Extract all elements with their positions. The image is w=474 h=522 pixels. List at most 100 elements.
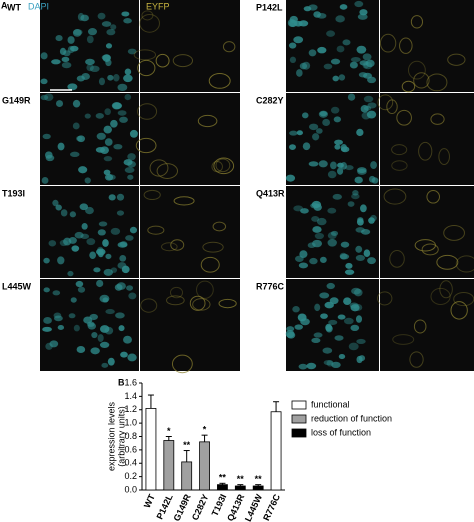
cell [391,144,408,156]
nucleus [363,249,371,258]
nucleus [308,161,319,167]
nucleus [344,165,354,171]
nucleus [86,238,96,246]
error-bar [237,484,244,486]
cell [139,13,160,33]
nucleus [45,154,55,162]
nucleus [323,63,333,70]
cell [140,298,158,313]
nucleus [97,12,106,20]
nucleus [286,326,295,332]
nucleus [326,30,336,37]
nucleus [96,132,106,140]
legend-swatch [291,428,307,438]
nucleus [87,28,97,36]
nucleus [89,65,100,73]
nucleus [312,239,322,248]
nucleus [117,83,128,92]
nucleus [292,306,300,313]
nucleus [67,45,75,54]
micrograph [140,93,240,185]
nucleus [123,74,133,83]
nucleus [68,313,76,319]
nucleus [70,297,77,303]
nucleus [43,257,50,264]
y-tick-label: 0.4 [124,458,137,468]
nucleus [72,99,81,108]
row-label: L445W [2,281,32,291]
nucleus [351,193,360,200]
nucleus [43,287,50,293]
nucleus [99,325,110,333]
cell [137,59,156,77]
nucleus [363,105,372,111]
cell [413,319,427,334]
cell [392,334,415,345]
nucleus [312,133,320,141]
nucleus [120,351,128,358]
cell [137,103,158,120]
nucleus [129,129,138,138]
nucleus [298,363,308,370]
nucleus [124,68,132,76]
significance: ** [237,474,245,484]
nucleus [67,83,78,91]
nucleus [360,204,367,213]
nucleus [126,285,134,291]
nucleus [330,161,337,170]
cell [222,41,236,53]
nucleus [349,61,358,69]
nucleus [127,174,134,180]
nucleus [335,15,345,23]
nucleus [348,342,359,351]
nucleus [110,227,121,235]
nucleus [85,58,95,65]
nucleus [330,58,341,65]
nucleus [314,303,321,312]
nucleus [127,153,136,161]
nucleus [352,190,359,196]
nucleus [286,331,296,339]
nucleus [332,193,342,200]
nucleus [289,56,297,64]
nucleus [285,174,296,182]
micrograph [140,0,240,92]
cell [430,113,445,125]
nucleus [121,11,130,17]
nucleus [55,204,62,211]
cell [211,160,223,173]
nucleus [340,144,348,152]
nucleus [104,108,111,116]
nucleus [123,18,132,24]
nucleus [355,245,363,253]
cell [389,250,405,268]
nucleus [368,217,375,224]
cell [396,109,412,126]
nucleus [95,113,104,119]
row-label: T193I [2,188,25,198]
nucleus [110,24,117,31]
nucleus [101,21,112,27]
nucleus [55,35,63,42]
nucleus [343,297,352,306]
nucleus [333,116,341,123]
nucleus [337,314,346,320]
cell [439,280,453,299]
nucleus [337,167,344,175]
cell [418,141,433,161]
nucleus [302,61,311,70]
nucleus [328,319,338,325]
bar [181,461,193,491]
nucleus [317,46,327,54]
nucleus [340,241,350,248]
nucleus [331,361,341,369]
legend-swatch [291,400,307,410]
nucleus [324,301,334,309]
cell [147,225,165,235]
nucleus [330,230,339,236]
nucleus [298,20,309,27]
nucleus [350,304,360,312]
cell [133,49,157,61]
cell [200,256,220,273]
